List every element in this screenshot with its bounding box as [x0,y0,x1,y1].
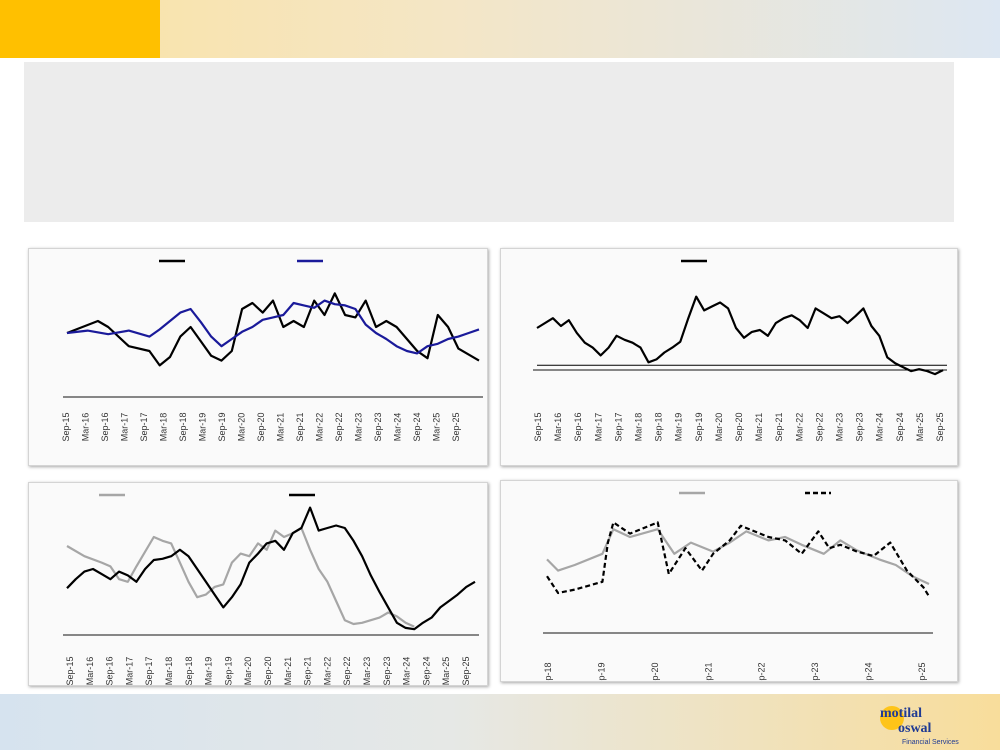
x-tick-label: Sep-21 [703,662,713,681]
x-tick-label: Mar-21 [283,657,293,685]
x-tick-label: Sep-17 [139,412,149,441]
x-tick-label: Sep-17 [613,412,623,441]
x-tick-label: Sep-18 [178,412,188,441]
x-tick-label: Mar-23 [362,657,372,685]
x-tick-label: Mar-16 [553,413,563,442]
x-tick-label: Mar-17 [124,657,134,685]
x-tick-label: Mar-22 [315,413,325,442]
x-tick-label: Sep-24 [421,656,431,685]
x-tick-label: Sep-18 [184,656,194,685]
x-tick-label: Mar-19 [198,413,208,442]
motilal-oswal-logo: motilal oswal Financial Services [880,706,959,746]
x-tick-label: Mar-24 [393,413,403,442]
x-tick-label: Sep-22 [342,656,352,685]
x-tick-label: Sep-15 [65,656,75,685]
x-tick-label: Sep-20 [650,662,660,681]
x-tick-label: Mar-20 [243,657,253,685]
x-tick-label: Mar-24 [875,413,885,442]
x-tick-label: Sep-20 [734,412,744,441]
x-tick-label: Sep-25 [935,412,945,441]
x-tick-label: Sep-24 [895,412,905,441]
x-tick-label: Sep-25 [451,412,461,441]
x-tick-label: Sep-19 [217,412,227,441]
summary-panel [24,62,954,222]
x-tick-label: Sep-16 [573,412,583,441]
x-tick-label: Sep-23 [382,656,392,685]
x-tick-label: Mar-20 [237,413,247,442]
chart-panel-2: Sep-15 Mar-16 Sep-16 Mar-17 Sep-17 Mar-18 Sep-… [500,248,958,466]
series-line-1 [66,292,480,367]
x-tick-label: Mar-18 [159,413,169,442]
x-tick-label: Sep-16 [105,656,115,685]
x-tick-label: Sep-22 [334,412,344,441]
x-tick-label: Sep-18 [654,412,664,441]
svg-text:oswal: oswal [898,721,932,736]
x-tick-label: Mar-25 [915,413,925,442]
chart-1-svg: Sep-15 Mar-16 Sep-16 Mar-17 Sep-17 Mar-18 Sep-… [61,259,483,442]
x-tick-label: Mar-23 [835,413,845,442]
x-tick-label: Mar-24 [402,657,412,685]
x-tick-label: Mar-17 [120,413,130,442]
x-tick-label: Mar-16 [81,413,91,442]
svg-text:motilal: motilal [880,706,922,721]
x-tick-label: Sep-21 [303,656,313,685]
x-tick-label: Sep-23 [373,412,383,441]
x-tick-label: Sep-23 [810,662,820,681]
x-tick-label: Sep-17 [144,656,154,685]
x-tick-label: Mar-20 [714,413,724,442]
svg-text:Financial Services: Financial Services [902,739,959,746]
chart-panel-1: Sep-15 Mar-16 Sep-16 Mar-17 Sep-17 Mar-18 Sep-… [28,248,488,466]
x-tick-label: Sep-16 [100,412,110,441]
x-tick-label: Sep-21 [295,412,305,441]
x-tick-label: Sep-24 [864,662,874,681]
x-tick-label: Sep-19 [223,656,233,685]
x-tick-label: Sep-19 [596,662,606,681]
header-band [0,0,1000,58]
x-tick-label: Sep-22 [814,412,824,441]
x-tick-label: Sep-25 [461,656,471,685]
x-tick-label: Mar-16 [85,657,95,685]
x-tick-label: Mar-19 [674,413,684,442]
x-tick-label: Mar-17 [593,413,603,442]
x-tick-label: Sep-25 [917,662,927,681]
chart-4-svg: Sep-18 Sep-19 Sep-20 Sep-21 Sep-22 Sep-23 Sep-… [543,491,933,681]
x-tick-label: Mar-18 [634,413,644,442]
chart-panel-4: Sep-18 Sep-19 Sep-20 Sep-21 Sep-22 Sep-23 Sep-… [500,480,958,682]
x-tick-label: Sep-15 [533,412,543,441]
x-tick-label: Mar-23 [354,413,364,442]
footer-band [0,694,1000,750]
series-line-1 [536,295,944,376]
series-line-2 [66,299,480,355]
chart-panel-3: Sep-15 Mar-16 Sep-16 Mar-17 Sep-17 Mar-18 Sep-… [28,482,488,686]
chart-2-svg: Sep-15 Mar-16 Sep-16 Mar-17 Sep-17 Mar-18 Sep-… [533,259,947,442]
header-accent [0,0,160,58]
chart-3-svg: Sep-15 Mar-16 Sep-16 Mar-17 Sep-17 Mar-18 Sep-… [63,493,479,685]
series-line-2 [546,521,930,597]
series-line-1 [66,526,415,628]
x-tick-label: Mar-25 [441,657,451,685]
x-tick-label: Sep-21 [774,412,784,441]
x-tick-label: Mar-18 [164,657,174,685]
x-tick-label: Mar-21 [276,413,286,442]
x-tick-label: Sep-24 [412,412,422,441]
x-tick-label: Mar-19 [204,657,214,685]
x-tick-label: Sep-19 [694,412,704,441]
x-tick-label: Mar-22 [794,413,804,442]
x-tick-label: Sep-18 [543,662,553,681]
series-line-2 [66,506,476,631]
x-tick-label: Mar-21 [754,413,764,442]
x-tick-label: Sep-20 [263,656,273,685]
x-tick-label: Mar-22 [322,657,332,685]
x-tick-label: Sep-15 [61,412,71,441]
x-tick-label: Sep-22 [757,662,767,681]
x-tick-label: Sep-23 [855,412,865,441]
x-tick-label: Mar-25 [432,413,442,442]
x-tick-label: Sep-20 [256,412,266,441]
